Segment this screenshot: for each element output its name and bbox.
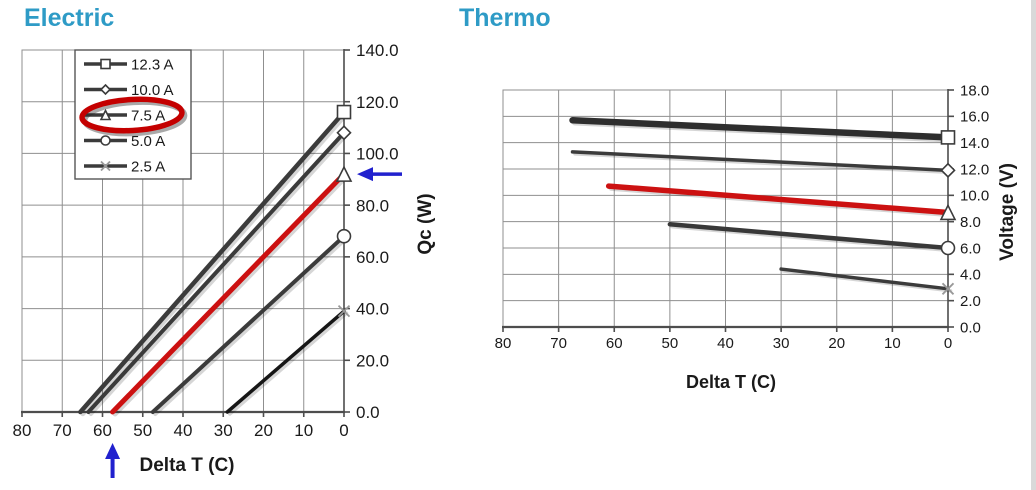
x-tick-label: 20 [254, 421, 273, 440]
series-10-0-A-line [570, 150, 950, 173]
series-10-0-A-shadow [573, 152, 953, 175]
series-7-5-A-line [110, 171, 347, 415]
legend-label: 5.0 A [131, 133, 165, 150]
x-tick-label: 40 [717, 335, 734, 352]
legend-marker [100, 160, 111, 172]
series-7-5-A-line [605, 183, 951, 216]
legend-label: 7.5 A [131, 107, 165, 124]
y-tick-label: 12.0 [960, 161, 989, 178]
series-lines [78, 104, 353, 417]
legend-item-7-5-A: 7.5 A [84, 107, 165, 124]
series-7-5-A-shadow [112, 173, 349, 417]
y-axis-label: Qc (W) [415, 193, 436, 254]
series-5-0-A-marker [940, 240, 956, 256]
series-10-0-A-marker [940, 162, 956, 178]
series-2-5-A-marker [941, 282, 955, 295]
series-2-5-A-line [779, 267, 950, 291]
y-tick-label: 16.0 [960, 109, 989, 126]
y-tick-label: 8.0 [960, 214, 981, 231]
series-12-3-A-shadow [80, 111, 349, 417]
legend-item-5-0-A: 5.0 A [84, 133, 165, 150]
x-tick-label: 20 [828, 335, 845, 352]
x-tick-label: 10 [294, 421, 313, 440]
x-tick-label: 80 [13, 421, 32, 440]
x-tick-label: 30 [773, 335, 790, 352]
y-tick-label: 6.0 [960, 240, 981, 257]
x-tick-label: 70 [550, 335, 567, 352]
series-12-3-A-line [569, 117, 952, 141]
series-5-0-A-shadow [153, 236, 349, 416]
legend-marker [100, 58, 111, 70]
x-tick-label: 0 [339, 421, 348, 440]
series-5-0-A-marker [336, 228, 352, 244]
y-tick-label: 2.0 [960, 293, 981, 310]
series-10-0-A-line [86, 130, 346, 414]
x-tick-label: 30 [214, 421, 233, 440]
series-10-0-A-shadow [88, 132, 349, 416]
x-tick-label: 50 [133, 421, 152, 440]
series-5-0-A-line [667, 222, 951, 251]
legend: 12.3 A 10.0 A 7.5 A 5.0 A 2.5 A [74, 49, 192, 180]
legend-label: 2.5 A [131, 158, 165, 175]
series-5-0-A-line [150, 234, 346, 414]
y-tick-label: 0.0 [960, 319, 981, 336]
thermo-chart-title: Thermo [459, 4, 551, 32]
y-tick-label: 0.0 [356, 403, 380, 422]
x-tick-label: 70 [53, 421, 72, 440]
legend-marker [99, 83, 112, 96]
x-tick-label: 80 [495, 335, 512, 352]
series-12-3-A-marker [940, 130, 956, 145]
y-tick-label: 18.0 [960, 82, 989, 99]
y-tick-label: 100.0 [356, 145, 399, 164]
series-10-0-A-marker [336, 125, 352, 141]
series-2-5-A-shadow [228, 311, 349, 416]
legend-item-2-5-A: 2.5 A [84, 158, 165, 175]
series-lines [569, 117, 957, 295]
series-2-5-A-marker [337, 305, 351, 318]
arrow-up-icon [105, 443, 121, 478]
x-tick-label: 60 [93, 421, 112, 440]
electric-chart-title: Electric [24, 4, 115, 32]
y-tick-label: 60.0 [356, 248, 389, 267]
highlight-ellipse [79, 96, 188, 137]
legend-label: 10.0 A [131, 82, 174, 99]
series-12-3-A-marker [336, 104, 352, 120]
arrow-left-icon [357, 167, 402, 182]
legend-label: 12.3 A [131, 56, 174, 73]
y-tick-label: 10.0 [960, 188, 989, 205]
x-tick-label: 50 [662, 335, 679, 352]
x-axis-label: Delta T (C) [140, 455, 235, 476]
x-tick-label: 60 [606, 335, 623, 352]
x-tick-label: 10 [884, 335, 901, 352]
y-axis-label: Voltage (V) [997, 163, 1018, 261]
y-tick-label: 140.0 [356, 41, 399, 60]
legend-item-12-3-A: 12.3 A [84, 56, 174, 73]
y-tick-label: 80.0 [356, 196, 389, 215]
y-tick-label: 120.0 [356, 93, 399, 112]
series-7-5-A-marker [335, 165, 353, 182]
right-edge-artifact [1031, 0, 1036, 490]
y-tick-label: 40.0 [356, 300, 389, 319]
highlight-ellipse-ring [79, 96, 185, 134]
x-tick-label: 40 [174, 421, 193, 440]
x-tick-label: 0 [944, 335, 952, 352]
series-12-3-A-line [78, 109, 347, 415]
x-axis-label: Delta T (C) [686, 372, 776, 392]
y-tick-label: 4.0 [960, 267, 981, 284]
legend-item-10-0-A: 10.0 A [84, 82, 174, 99]
y-tick-label: 20.0 [356, 351, 389, 370]
legend-marker [99, 108, 112, 121]
series-7-5-A-marker [939, 203, 957, 221]
series-2-5-A-line [225, 309, 346, 414]
y-tick-label: 14.0 [960, 135, 989, 152]
legend-marker [100, 135, 111, 146]
